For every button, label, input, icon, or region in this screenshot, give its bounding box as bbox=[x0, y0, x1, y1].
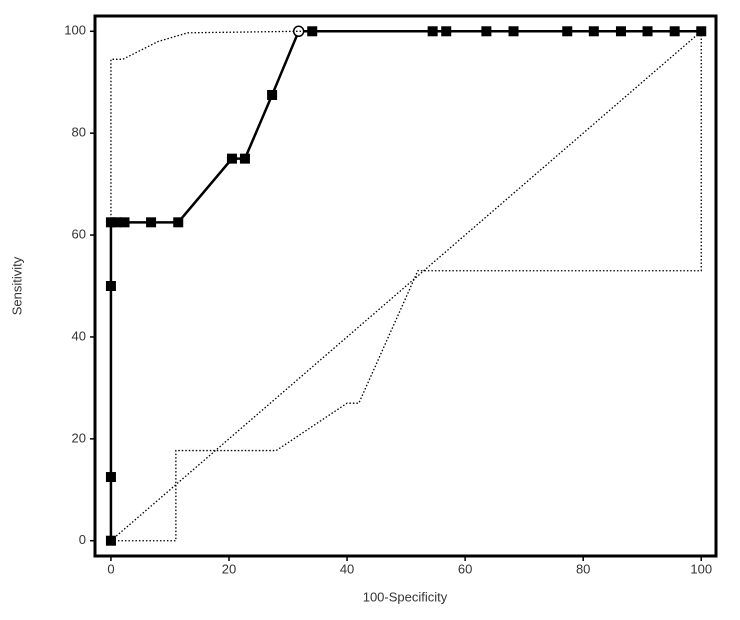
confidence-line bbox=[110, 31, 702, 542]
point bbox=[307, 26, 318, 37]
x-axis-label: 100-Specificity bbox=[363, 589, 448, 604]
point bbox=[105, 281, 116, 291]
y-tick-label: 40 bbox=[72, 328, 86, 343]
y-axis-label: Sensitivity bbox=[9, 256, 24, 315]
x-tick-label: 20 bbox=[222, 561, 236, 576]
x-tick-label: 40 bbox=[340, 561, 354, 576]
x-tick-label: 60 bbox=[458, 561, 472, 576]
point bbox=[173, 217, 184, 228]
point bbox=[105, 217, 116, 228]
x-tick-label: 100 bbox=[690, 561, 712, 576]
y-tick-label: 20 bbox=[72, 430, 86, 445]
y-tick-label: 80 bbox=[72, 125, 86, 140]
point bbox=[226, 153, 237, 164]
y-tick-label: 60 bbox=[72, 226, 86, 241]
point bbox=[111, 217, 122, 228]
point bbox=[267, 89, 278, 100]
confidence-line bbox=[110, 30, 702, 542]
y-tick-label: 0 bbox=[79, 532, 86, 547]
point bbox=[441, 26, 452, 37]
point bbox=[562, 26, 573, 37]
point bbox=[696, 26, 707, 37]
optimal-point bbox=[292, 25, 305, 38]
x-tick-label: 0 bbox=[107, 561, 114, 576]
point bbox=[239, 153, 250, 164]
point bbox=[615, 26, 626, 37]
y-tick-label: 100 bbox=[64, 23, 86, 38]
point bbox=[146, 217, 157, 228]
plot-frame bbox=[93, 14, 718, 558]
confidence-line bbox=[110, 30, 702, 541]
x-tick-label: 80 bbox=[576, 561, 590, 576]
point bbox=[119, 217, 130, 228]
